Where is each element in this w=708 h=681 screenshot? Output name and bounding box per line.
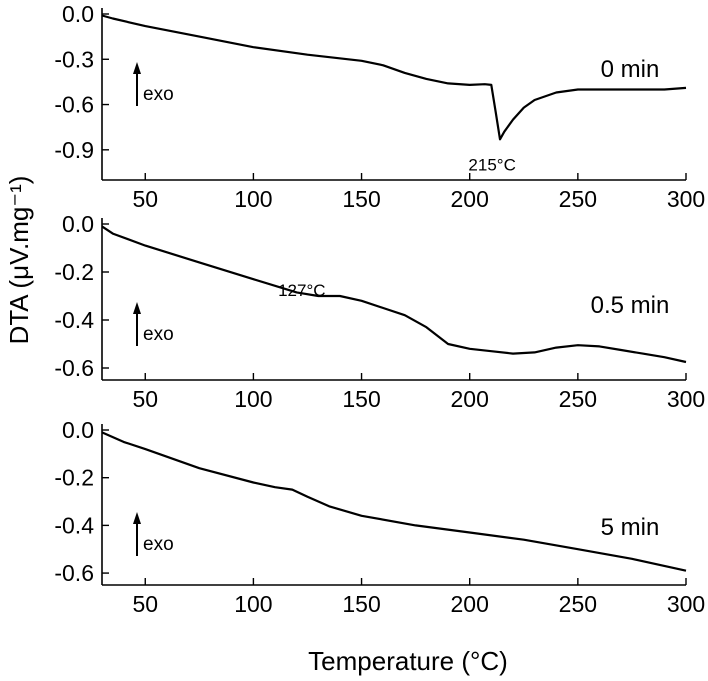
y-tick-label: -0.4 [54, 307, 94, 333]
peak-annotation: 215°C [468, 155, 515, 174]
x-tick-label: 50 [132, 386, 158, 412]
y-tick-label: -0.3 [54, 46, 94, 72]
exo-arrow-head [133, 512, 141, 524]
x-axis-title: Temperature (°C) [308, 646, 508, 676]
exo-arrow-head [133, 62, 141, 74]
x-tick-label: 100 [234, 591, 272, 617]
exo-label: exo [143, 534, 174, 555]
panel-3: 0.0 -0.2 -0.4 -0.6 50 100 150 200 250 300 5 min exo [54, 417, 705, 617]
panel-2: 0.0 -0.2 -0.4 -0.6 50 100 150 200 250 300 0.5 min e… [54, 211, 705, 412]
exo-label: exo [143, 84, 174, 105]
x-tick-label: 250 [559, 186, 597, 212]
x-tick-label: 300 [667, 591, 705, 617]
x-tick-label: 150 [342, 186, 380, 212]
chart-panels: 0.0 -0.3 -0.6 -0.9 50 100 150 200 250 300 0 min exo… [54, 1, 705, 617]
x-tick-label: 50 [132, 186, 158, 212]
panel-label: 5 min [601, 514, 660, 541]
y-tick-label: -0.2 [54, 259, 94, 285]
y-tick-label: 0.0 [62, 211, 94, 237]
y-tick-label: 0.0 [62, 1, 94, 27]
x-tick-label: 100 [234, 186, 272, 212]
x-tick-label: 250 [559, 591, 597, 617]
x-tick-label: 150 [342, 591, 380, 617]
exo-arrow-head [133, 302, 141, 314]
x-tick-label: 50 [132, 591, 158, 617]
y-tick-label: -0.4 [54, 512, 94, 538]
y-tick-label: -0.6 [54, 92, 94, 118]
x-tick-label: 250 [559, 386, 597, 412]
y-tick-label: 0.0 [62, 417, 94, 443]
panel-label: 0 min [601, 56, 660, 83]
x-tick-label: 300 [667, 186, 705, 212]
series-line [101, 225, 687, 364]
y-tick-label: -0.9 [54, 137, 94, 163]
series-line [101, 14, 687, 141]
x-tick-label: 100 [234, 386, 272, 412]
x-tick-label: 150 [342, 386, 380, 412]
y-tick-label: -0.2 [54, 465, 94, 491]
x-tick-label: 200 [451, 386, 489, 412]
panel-label: 0.5 min [591, 292, 670, 319]
y-tick-label: -0.6 [54, 560, 94, 586]
peak-annotation: 127°C [278, 281, 325, 300]
exo-label: exo [143, 324, 174, 345]
y-tick-label: -0.6 [54, 355, 94, 381]
x-tick-label: 200 [451, 591, 489, 617]
x-tick-label: 300 [667, 386, 705, 412]
y-axis-title: DTA (μV.mg⁻¹) [4, 176, 34, 345]
series-line [101, 431, 687, 572]
x-tick-label: 200 [451, 186, 489, 212]
panel-1: 0.0 -0.3 -0.6 -0.9 50 100 150 200 250 300 0 min exo… [54, 1, 705, 212]
